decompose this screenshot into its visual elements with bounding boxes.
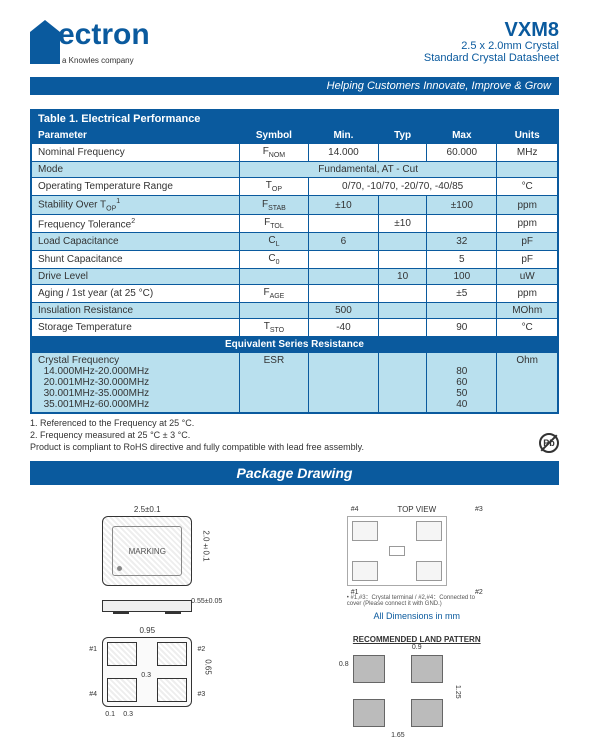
land-pad-w: 0.9: [353, 644, 481, 651]
esr-param: Crystal Frequency 14.000MHz-20.000MHz 20…: [31, 353, 239, 414]
dim-thickness: 0.55±0.05: [191, 598, 222, 605]
dim-width: 2.5±0.1: [102, 505, 192, 514]
table-row: Operating Temperature RangeTOP0/70, -10/…: [31, 178, 558, 196]
pad-width: 0.95: [102, 626, 192, 635]
table-row: Insulation Resistance500MOhm: [31, 303, 558, 319]
electrical-performance-table: Table 1. Electrical Performance Paramete…: [30, 109, 559, 414]
land-pad-h: 0.8: [339, 661, 349, 668]
esr-typ: [378, 353, 426, 414]
product-line-2: Standard Crystal Datasheet: [424, 52, 559, 64]
product-code: VXM8: [424, 20, 559, 40]
table-title: Table 1. Electrical Performance: [31, 110, 558, 128]
all-dimensions-label: All Dimensions in mm: [347, 611, 487, 621]
note-2: 2. Frequency measured at 25 °C ± 3 °C.: [30, 430, 364, 442]
marking-area: MARKING: [112, 526, 182, 576]
table-row: Drive Level10100uW: [31, 269, 558, 285]
top-view-block: TOP VIEW #4 #3 #1 #2 • #1,#3：Crystal ter…: [347, 505, 487, 621]
product-line-1: 2.5 x 2.0mm Crystal: [424, 40, 559, 52]
land-total-h: 1.25: [454, 655, 461, 727]
table-row: Frequency Tolerance2FTOL±10ppm: [31, 215, 558, 233]
dim-height: 2.0±0.1: [201, 530, 210, 561]
col-typ: Typ: [378, 128, 426, 144]
header: ectron a Knowles company VXM8 2.5 x 2.0m…: [30, 20, 559, 65]
drawing-area: 2.5±0.1 MARKING 2.0±0.1 0.55±0.05 0.95 #…: [30, 505, 559, 727]
top-view-diagram: [347, 516, 447, 586]
table-row: Shunt CapacitanceC05pF: [31, 251, 558, 269]
note-1: 1. Referenced to the Frequency at 25 °C.: [30, 418, 364, 430]
package-side-view: [102, 600, 192, 612]
table-row: Load CapacitanceCL632pF: [31, 233, 558, 251]
table-row: ModeFundamental, AT - Cut: [31, 162, 558, 178]
tagline-banner: Helping Customers Innovate, Improve & Gr…: [30, 77, 559, 95]
logo-subtitle: a Knowles company: [62, 56, 150, 65]
logo-block: ectron a Knowles company: [30, 20, 150, 65]
land-pattern-title: RECOMMENDED LAND PATTERN: [353, 635, 481, 644]
land-total-w: 1.65: [353, 732, 443, 739]
package-bottom-view: #1 #2 #3 #4 0.1 0.3 0.3: [102, 637, 192, 707]
table-row: Storage TemperatureTSTO-4090°C: [31, 319, 558, 337]
table-row: Aging / 1st year (at 25 °C)FAGE±5ppm: [31, 285, 558, 303]
col-parameter: Parameter: [31, 128, 239, 144]
col-symbol: Symbol: [239, 128, 308, 144]
col-max: Max: [427, 128, 497, 144]
col-units: Units: [497, 128, 558, 144]
topview-note: • #1,#3：Crystal terminal / #2,#4：Connect…: [347, 592, 487, 607]
pad-height: 0.65: [203, 659, 212, 675]
esr-units: Ohm: [497, 353, 558, 414]
footnotes: 1. Referenced to the Frequency at 25 °C.…: [30, 418, 364, 453]
pb-free-icon: Pb: [539, 433, 559, 453]
esr-max: 80 60 50 40: [427, 353, 497, 414]
table-row: Nominal FrequencyFNOM14.00060.000MHz: [31, 144, 558, 162]
land-pattern-block: RECOMMENDED LAND PATTERN 0.9 1.65 1.25 0…: [353, 635, 481, 727]
col-min: Min.: [308, 128, 378, 144]
esr-min: [308, 353, 378, 414]
table-row: Stability Over TOP1FSTAB±10±100ppm: [31, 196, 558, 215]
package-top-marking: 2.5±0.1 MARKING 2.0±0.1: [102, 505, 192, 586]
logo-text: ectron: [58, 20, 150, 50]
esr-symbol: ESR: [239, 353, 308, 414]
package-drawing-header: Package Drawing: [30, 461, 559, 485]
product-block: VXM8 2.5 x 2.0mm Crystal Standard Crysta…: [424, 20, 559, 64]
logo-mark: [30, 20, 60, 58]
esr-header: Equivalent Series Resistance: [31, 337, 558, 353]
topview-label: TOP VIEW: [347, 505, 487, 514]
note-3: Product is compliant to RoHS directive a…: [30, 442, 364, 454]
